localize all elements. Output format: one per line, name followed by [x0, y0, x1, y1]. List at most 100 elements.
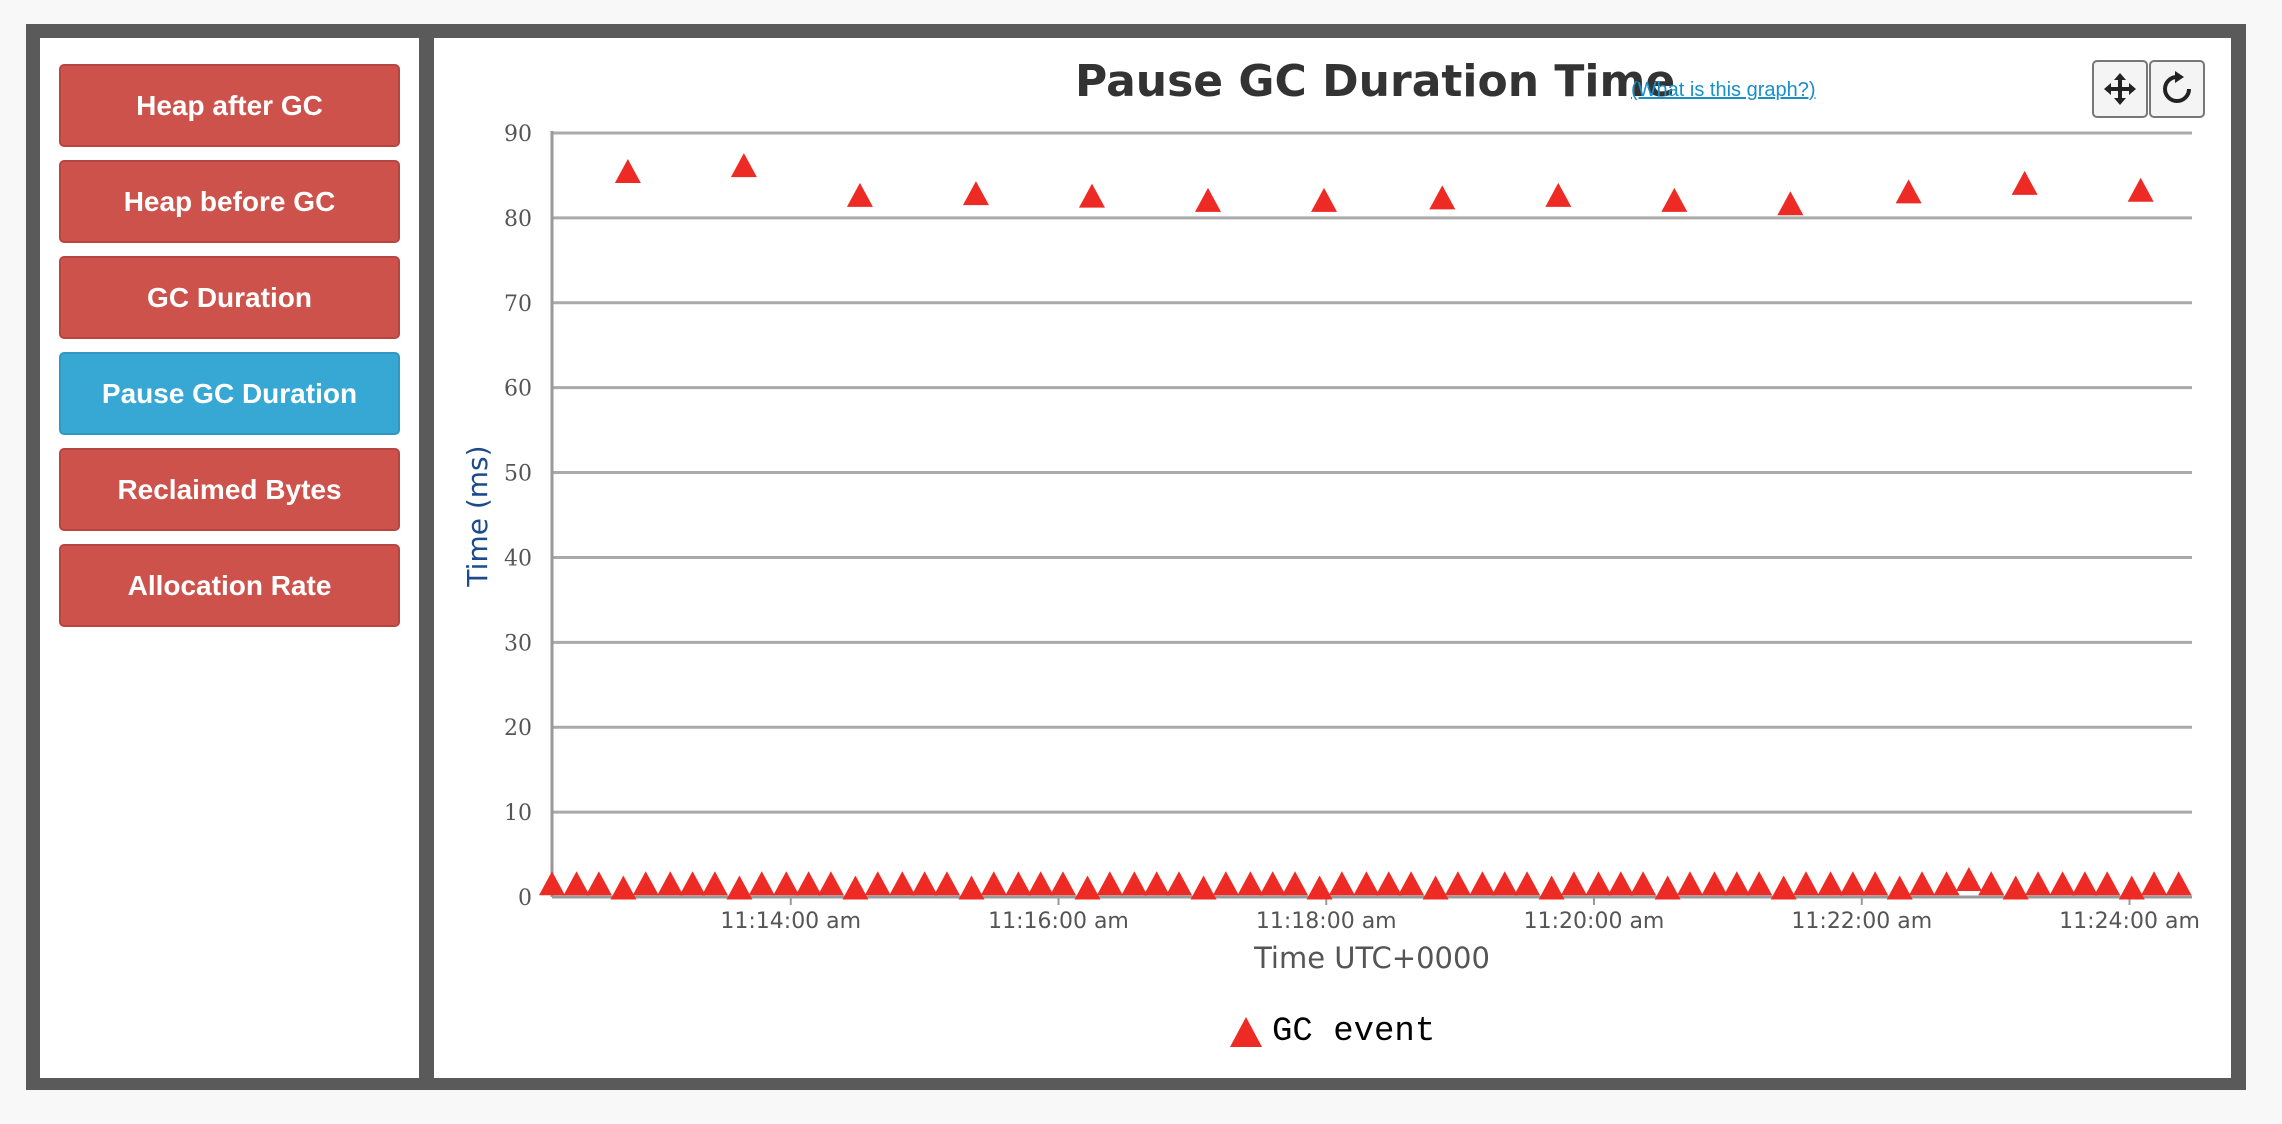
gc-event-point	[610, 875, 637, 900]
gc-event-point	[1792, 871, 1819, 896]
gc-event-point	[1143, 871, 1170, 896]
gc-event-point	[1630, 871, 1657, 896]
legend[interactable]: GC event	[1228, 1012, 1435, 1052]
gc-event-point	[1538, 875, 1565, 900]
gc-event-point	[563, 871, 590, 896]
gc-event-point	[679, 871, 706, 896]
gc-event-point	[1398, 871, 1425, 896]
move-arrows-icon	[2104, 73, 2136, 105]
gc-event-point	[585, 871, 612, 896]
gc-event-point	[1306, 875, 1333, 900]
gc-event-point	[864, 871, 891, 896]
gc-event-point	[726, 875, 753, 900]
gc-event-point	[1661, 187, 1688, 212]
heap-after-gc-button[interactable]: Heap after GC	[59, 64, 400, 147]
gc-event-point	[1491, 871, 1518, 896]
gc-event-point	[539, 871, 565, 896]
gc-event-point	[1027, 871, 1054, 896]
gc-event-point	[748, 871, 775, 896]
legend-triangle-icon	[1230, 1017, 1262, 1047]
gc-duration-button[interactable]: GC Duration	[59, 256, 400, 339]
y-tick-label: 90	[504, 122, 532, 147]
what-is-this-graph-link[interactable]: (What is this graph?)	[1631, 79, 1816, 101]
gc-event-point	[1282, 871, 1309, 896]
gc-event-point	[2094, 871, 2121, 896]
gc-event-point	[795, 871, 822, 896]
gc-event-point	[958, 875, 985, 900]
gc-event-point	[1701, 871, 1728, 896]
y-tick-label: 10	[504, 801, 532, 826]
gc-event-point	[632, 871, 659, 896]
gc-event-point	[730, 153, 757, 178]
gc-event-point	[773, 871, 800, 896]
allocation-rate-button[interactable]: Allocation Rate	[59, 544, 400, 627]
gc-event-point	[846, 182, 873, 207]
gc-event-point	[1746, 871, 1773, 896]
gc-event-point	[1839, 871, 1866, 896]
heap-before-gc-button[interactable]: Heap before GC	[59, 160, 400, 243]
gc-event-point	[1770, 875, 1797, 900]
gc-event-point	[1514, 871, 1541, 896]
gc-event-point	[911, 871, 938, 896]
x-tick-label: 11:16:00 am	[988, 909, 1129, 934]
y-tick-label: 80	[504, 207, 532, 232]
gc-event-point	[1096, 871, 1123, 896]
gc-event-point	[1560, 871, 1587, 896]
gc-event-point	[1909, 871, 1936, 896]
gc-event-point	[933, 871, 960, 896]
gc-event-point	[842, 875, 869, 900]
x-tick-label: 11:14:00 am	[720, 909, 861, 934]
gc-event-point	[2002, 875, 2029, 900]
pan-button[interactable]	[2092, 60, 2148, 118]
gc-event-point	[962, 181, 989, 206]
gc-event-point	[1353, 871, 1380, 896]
gc-event-point	[1862, 871, 1889, 896]
gc-event-point	[1469, 871, 1496, 896]
gc-event-point	[657, 871, 684, 896]
y-tick-label: 60	[504, 377, 532, 402]
gc-event-point	[1328, 871, 1355, 896]
gc-event-point	[2071, 871, 2098, 896]
gc-event-point	[2025, 871, 2052, 896]
legend-label: GC event	[1272, 1013, 1436, 1051]
y-tick-label: 30	[504, 631, 532, 656]
reset-zoom-button[interactable]	[2149, 60, 2205, 118]
gc-event-point	[1121, 871, 1148, 896]
gc-event-point	[2118, 875, 2145, 900]
y-tick-label: 20	[504, 716, 532, 741]
gc-event-point	[1074, 875, 1101, 900]
x-tick-label: 11:20:00 am	[1524, 909, 1665, 934]
gc-event-point	[1585, 871, 1612, 896]
data-points	[539, 153, 2192, 900]
gc-event-point	[1375, 871, 1402, 896]
gc-event-point	[1311, 187, 1338, 212]
gc-event-point	[1212, 871, 1239, 896]
gc-event-point	[1422, 875, 1449, 900]
gc-event-point	[1886, 875, 1913, 900]
gc-event-point	[1049, 871, 1076, 896]
gc-event-point	[1654, 875, 1681, 900]
x-tick-label: 11:24:00 am	[2059, 909, 2200, 934]
gc-event-point	[1195, 187, 1221, 212]
pause-gc-duration-button[interactable]: Pause GC Duration	[59, 352, 400, 435]
y-axis-label: Time (ms)	[461, 445, 494, 587]
gc-event-point	[980, 871, 1007, 896]
gc-event-point	[1895, 179, 1922, 204]
reclaimed-bytes-button[interactable]: Reclaimed Bytes	[59, 448, 400, 531]
x-tick-label: 11:18:00 am	[1256, 909, 1397, 934]
y-tick-label: 50	[504, 462, 532, 487]
gc-event-point	[1005, 871, 1032, 896]
gc-event-point	[614, 159, 641, 184]
y-tick-label: 0	[518, 886, 532, 911]
gc-event-point	[1955, 867, 1982, 892]
gc-event-point	[1933, 871, 1960, 896]
gc-event-point	[1165, 871, 1192, 896]
refresh-icon	[2163, 71, 2191, 103]
gc-event-point	[701, 871, 728, 896]
gc-event-point	[1237, 871, 1264, 896]
gc-event-point	[1607, 871, 1634, 896]
gc-event-point	[1777, 191, 1804, 216]
x-tick-label: 11:22:00 am	[1791, 909, 1932, 934]
gc-event-point	[889, 871, 916, 896]
gc-event-point	[2141, 871, 2168, 896]
